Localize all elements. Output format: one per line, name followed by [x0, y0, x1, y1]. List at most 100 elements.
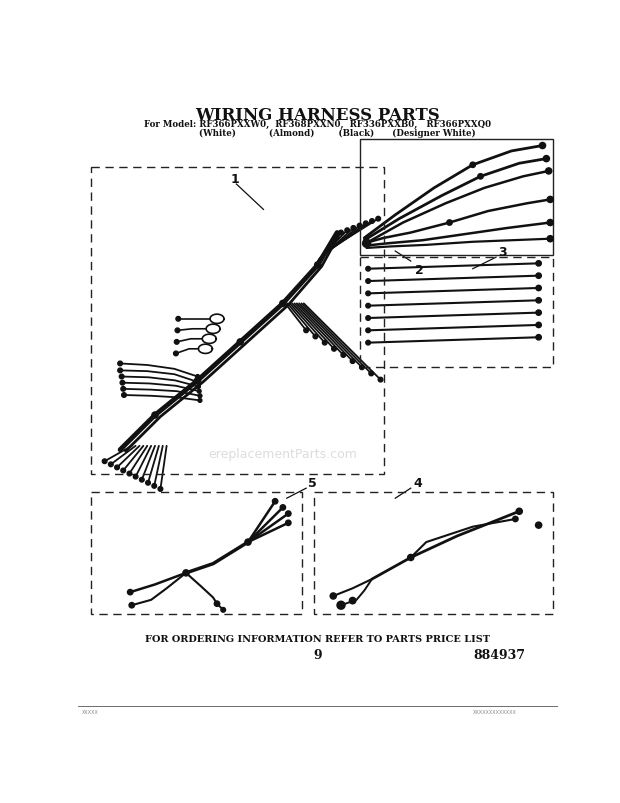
Circle shape [121, 469, 125, 473]
Text: For Model: RF366PXXW0,  RF368PXXN0,  RF336PXXB0,   RF366PXXQ0: For Model: RF366PXXW0, RF368PXXN0, RF336… [144, 120, 491, 128]
Circle shape [215, 601, 219, 606]
Circle shape [536, 286, 541, 291]
Circle shape [376, 217, 381, 222]
Circle shape [364, 240, 370, 245]
Circle shape [115, 466, 120, 470]
Text: FOR ORDERING INFORMATION REFER TO PARTS PRICE LIST: FOR ORDERING INFORMATION REFER TO PARTS … [145, 634, 490, 644]
Circle shape [543, 157, 549, 162]
Circle shape [176, 317, 180, 322]
Circle shape [322, 341, 327, 345]
Text: ereplacementParts.com: ereplacementParts.com [208, 447, 357, 460]
Circle shape [378, 378, 383, 382]
Circle shape [370, 219, 374, 224]
Circle shape [363, 222, 368, 226]
Circle shape [547, 220, 554, 226]
Circle shape [245, 540, 251, 545]
Circle shape [152, 484, 156, 488]
Circle shape [330, 593, 336, 599]
Circle shape [286, 520, 291, 526]
Text: XXXXXXXXXXXXX: XXXXXXXXXXXXX [472, 709, 516, 715]
Circle shape [536, 298, 541, 304]
Text: XXXXX: XXXXX [82, 709, 99, 715]
Text: 9: 9 [314, 649, 322, 662]
Circle shape [122, 393, 126, 397]
Circle shape [332, 347, 336, 352]
Circle shape [351, 226, 356, 231]
Circle shape [120, 381, 125, 385]
Circle shape [546, 169, 552, 175]
Circle shape [341, 353, 346, 358]
Circle shape [360, 365, 365, 370]
Circle shape [536, 311, 541, 316]
Circle shape [536, 261, 541, 267]
Circle shape [536, 274, 541, 279]
Circle shape [513, 516, 518, 522]
Circle shape [174, 352, 179, 357]
Bar [314, 492, 552, 614]
Circle shape [121, 387, 125, 392]
Circle shape [196, 375, 200, 379]
Circle shape [547, 236, 554, 243]
Bar [92, 492, 303, 614]
Text: 884937: 884937 [474, 649, 526, 662]
Circle shape [536, 323, 541, 328]
Text: 1: 1 [231, 173, 240, 185]
Circle shape [350, 597, 356, 604]
Circle shape [536, 335, 541, 340]
Circle shape [536, 523, 542, 528]
Bar [360, 141, 552, 255]
Circle shape [118, 361, 123, 366]
Circle shape [129, 603, 135, 608]
Circle shape [539, 143, 546, 149]
Circle shape [237, 340, 243, 345]
Circle shape [366, 304, 371, 308]
Circle shape [108, 463, 113, 467]
Circle shape [313, 335, 317, 340]
Circle shape [366, 341, 371, 345]
Text: 3: 3 [498, 246, 507, 259]
Text: 5: 5 [309, 476, 317, 489]
Circle shape [366, 328, 371, 333]
Circle shape [197, 389, 201, 393]
Circle shape [408, 555, 414, 560]
Circle shape [350, 360, 355, 364]
Circle shape [280, 301, 286, 307]
Circle shape [314, 263, 321, 269]
Circle shape [221, 608, 226, 613]
Circle shape [366, 267, 371, 271]
Circle shape [128, 589, 133, 595]
Text: 2: 2 [415, 264, 423, 277]
Circle shape [118, 369, 123, 373]
Circle shape [363, 240, 371, 248]
Circle shape [174, 340, 179, 344]
Circle shape [197, 385, 200, 389]
Circle shape [196, 381, 200, 385]
Text: WIRING HARNESS PARTS: WIRING HARNESS PARTS [195, 107, 440, 124]
Circle shape [133, 475, 138, 479]
Circle shape [195, 378, 201, 384]
Circle shape [198, 399, 202, 403]
Circle shape [470, 163, 476, 169]
Circle shape [152, 413, 158, 418]
Circle shape [198, 394, 202, 398]
Circle shape [304, 328, 309, 333]
Circle shape [447, 221, 452, 226]
Circle shape [102, 459, 107, 464]
Text: 4: 4 [413, 476, 422, 489]
Circle shape [366, 279, 371, 284]
Circle shape [272, 499, 278, 504]
Circle shape [175, 328, 180, 333]
Bar [360, 258, 552, 367]
Circle shape [339, 231, 343, 235]
Circle shape [478, 174, 483, 180]
Circle shape [158, 487, 162, 491]
Circle shape [286, 512, 291, 516]
Circle shape [369, 372, 373, 377]
Text: (White)           (Almond)        (Black)      (Designer White): (White) (Almond) (Black) (Designer White… [160, 128, 476, 138]
Circle shape [547, 197, 554, 203]
Circle shape [366, 316, 371, 321]
Circle shape [366, 291, 371, 296]
Circle shape [127, 471, 131, 476]
Circle shape [119, 375, 124, 379]
Circle shape [345, 229, 350, 233]
